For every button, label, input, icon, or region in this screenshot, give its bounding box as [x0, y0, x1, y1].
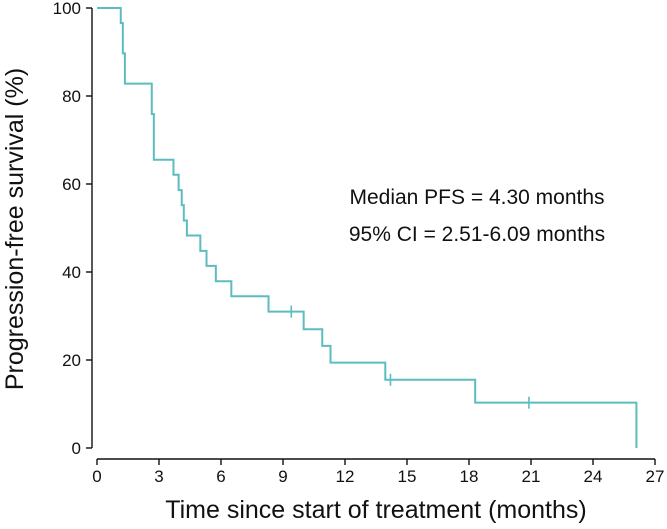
x-tick-label: 15	[398, 467, 417, 486]
ci-annotation: 95% CI = 2.51-6.09 months	[349, 223, 605, 246]
survival-curve	[97, 7, 638, 448]
x-axis-title: Time since start of treatment (months)	[165, 496, 586, 524]
y-axis-title: Progression-free survival (%)	[1, 68, 29, 390]
y-tick-label: 80	[62, 87, 81, 106]
y-tick-label: 100	[53, 0, 81, 18]
x-tick-label: 27	[646, 467, 665, 486]
y-tick-label: 0	[72, 439, 81, 458]
x-tick-label: 6	[216, 467, 225, 486]
x-tick-label: 12	[336, 467, 355, 486]
censor-marks	[290, 305, 530, 409]
x-tick-label: 21	[522, 467, 541, 486]
y-axis-ticks: 0 20 40 60 80 100	[53, 0, 92, 458]
y-tick-label: 20	[62, 351, 81, 370]
x-tick-label: 9	[278, 467, 287, 486]
x-tick-label: 3	[154, 467, 163, 486]
y-tick-label: 60	[62, 175, 81, 194]
median-pfs-annotation: Median PFS = 4.30 months	[349, 186, 604, 209]
x-tick-label: 18	[460, 467, 479, 486]
y-tick-label: 40	[62, 263, 81, 282]
x-tick-label: 0	[92, 467, 101, 486]
x-axis-ticks: 0 3 6 9 12 15 18 21 24 27	[92, 459, 664, 486]
x-tick-label: 24	[584, 467, 603, 486]
